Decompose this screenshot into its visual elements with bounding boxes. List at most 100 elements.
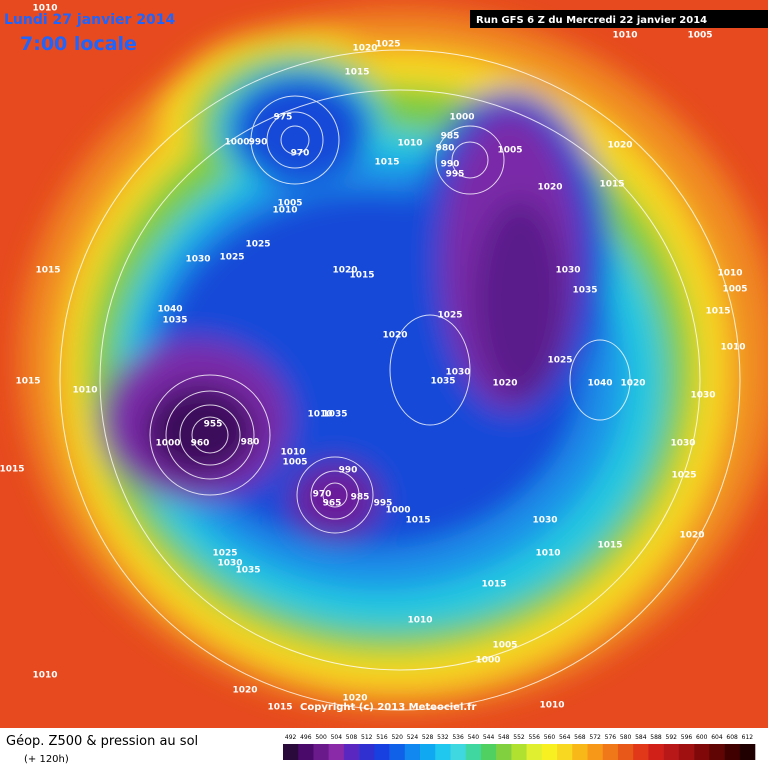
pressure-label: 1010 [535,549,560,559]
pressure-label: 1015 [35,266,60,276]
pressure-label: 1025 [375,40,400,50]
colorbar-label: 612 [742,734,754,741]
pressure-label: 1010 [280,448,305,458]
colorbar-label: 532 [437,734,449,741]
colorbar-swatch [283,744,299,760]
colorbar-swatch [480,744,497,760]
colorbar-swatch [343,744,360,760]
colorbar-swatch [724,744,741,760]
pressure-label: 990 [441,160,460,170]
colorbar-label: 592 [666,734,678,741]
pressure-label: 1015 [705,307,730,317]
colorbar-swatch [435,744,451,760]
pressure-label: 1020 [679,531,704,541]
pressure-label: 1000 [155,439,180,449]
colorbar-label: 548 [498,734,510,741]
pressure-label: 985 [351,493,370,503]
colorbar-swatch [648,744,664,760]
pressure-label: 1005 [277,199,302,209]
colorbar-swatch [739,744,756,760]
pressure-label: 1010 [717,269,742,279]
colorbar-label: 512 [361,734,373,741]
colorbar-label: 520 [391,734,403,741]
pressure-label: 1015 [344,68,369,78]
colorbar-swatch [465,744,482,760]
colorbar-swatch [526,744,543,760]
colorbar-label: 580 [620,734,632,741]
colorbar-label: 524 [407,734,419,741]
pressure-label: 1015 [267,703,292,713]
colorbar-swatch [420,744,436,760]
colorbar-label: 504 [331,734,343,741]
colorbar: 492 496 500 504 508 512 516 520 524 528 532 536 540 5… [283,734,756,760]
pressure-label: 1035 [322,410,347,420]
pressure-label: 1025 [219,253,244,263]
pressure-label: 965 [323,499,342,509]
pressure-label: 1020 [332,266,357,276]
pressure-label: 955 [204,420,223,430]
pressure-label: 1035 [235,566,260,576]
colorbar-swatch [633,744,649,760]
colorbar-label: 600 [696,734,708,741]
colorbar-swatch [678,744,695,760]
colorbar-swatch [450,744,467,760]
pressure-label: 1025 [671,471,696,481]
pressure-label: 1005 [492,641,517,651]
colorbar-label: 516 [376,734,388,741]
pressure-label: 1000 [449,113,474,123]
pressure-label: 1015 [597,541,622,551]
colorbar-swatch [328,744,345,760]
pressure-label: 995 [374,499,393,509]
pressure-label: 1010 [407,616,432,626]
pressure-label: 1020 [352,44,377,54]
pressure-label: 980 [241,438,260,448]
pressure-label: 990 [339,466,358,476]
pressure-label: 1015 [481,580,506,590]
pressure-label: 1010 [720,343,745,353]
colorbar-label: 500 [315,734,327,741]
colorbar-swatch [541,744,558,760]
colorbar-swatch [511,744,527,760]
copyright: Copyright (c) 2013 Meteociel.fr [300,702,477,713]
colorbar-swatch [313,744,329,760]
colorbar-label: 528 [422,734,434,741]
pressure-label: 995 [446,170,465,180]
colorbar-swatch [602,744,619,760]
footer-lead: (+ 120h) [24,754,69,765]
pressure-label: 960 [191,439,210,449]
pressure-label: 1020 [382,331,407,341]
pressure-label: 1030 [217,559,242,569]
colorbar-label: 552 [513,734,525,741]
colorbar-label: 564 [559,734,571,741]
colorbar-label: 576 [605,734,617,741]
pressure-label: 1010 [272,206,297,216]
colorbar-label: 540 [468,734,480,741]
date: Lundi 27 janvier 2014 [4,12,176,28]
colorbar-label: 584 [635,734,647,741]
pressure-label: 1025 [547,356,572,366]
pressure-label: 1000 [385,506,410,516]
pressure-label: 970 [291,149,310,159]
colorbar-swatch [359,744,375,760]
pressure-label: 1035 [162,316,187,326]
colorbar-swatch [389,744,406,760]
colorbar-label: 492 [285,734,297,741]
pressure-label: 1010 [72,386,97,396]
pressure-label: 1035 [572,286,597,296]
footer-title: Géop. Z500 & pression au sol [6,734,198,749]
pressure-label: 975 [274,113,293,123]
pressure-label: 1010 [307,410,332,420]
colorbar-swatch [663,744,680,760]
pressure-label: 1015 [599,180,624,190]
pressure-label: 1025 [437,311,462,321]
pressure-label: 1015 [405,516,430,526]
pressure-label: 1025 [245,240,270,250]
pressure-label: 1005 [497,146,522,156]
colorbar-swatch [404,744,421,760]
pressure-label: 1015 [374,158,399,168]
colorbar-label: 536 [452,734,464,741]
pressure-label: 1010 [397,139,422,149]
colorbar-label: 496 [300,734,312,741]
